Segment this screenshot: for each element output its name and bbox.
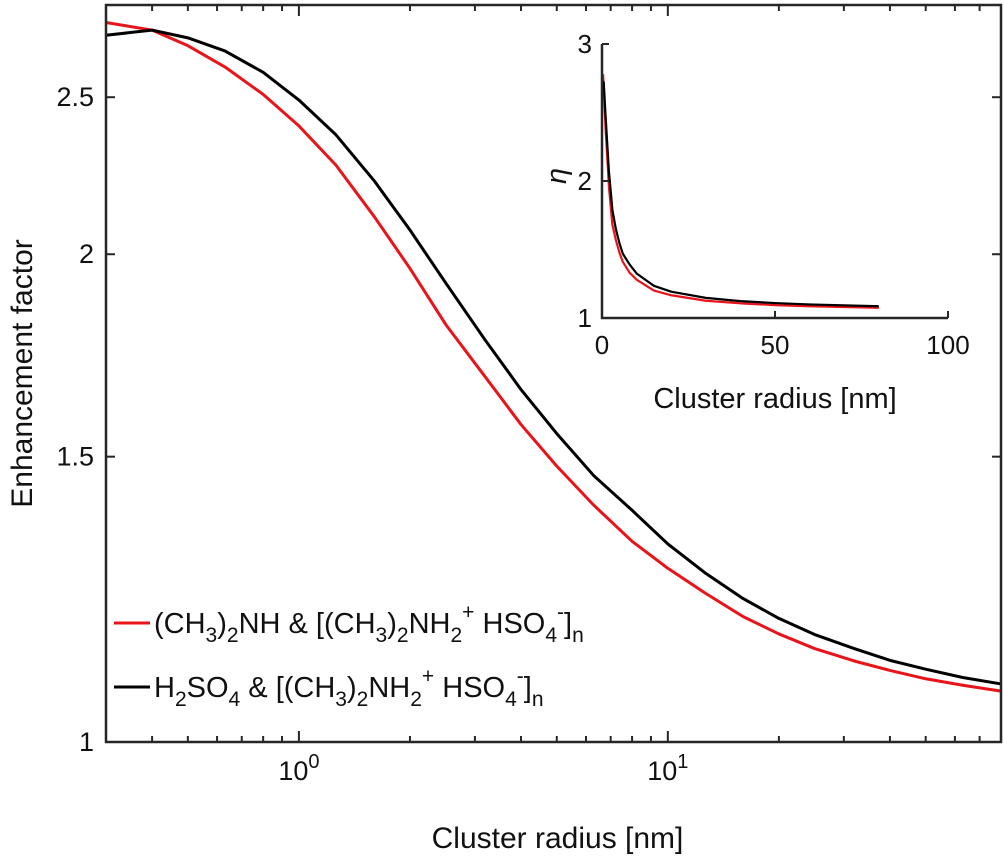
y-tick-label: 2 (79, 239, 94, 269)
inset-plot-lines (601, 74, 879, 309)
main-plot-frame (104, 3, 1003, 744)
inset-y-tick-label: 1 (578, 303, 592, 333)
main-x-axis-label: Cluster radius [nm] (432, 822, 684, 855)
main-plot-lines (105, 21, 1002, 693)
main-series-line-0 (105, 21, 1002, 693)
inset-axes-lines (600, 44, 948, 320)
main-y-axis-label: Enhancement factor (6, 239, 39, 508)
legend-entry-label-1: H2SO4 & [(CH3)2NH2+ HSO4-]n (154, 665, 544, 711)
inset-plot: 1 2 3 0 50 100 Cluster radius [nm] η (541, 29, 970, 415)
legend: (CH3)2NH & [(CH3)2NH2+ HSO4-]n H2SO4 & [(… (114, 601, 584, 711)
main-axis-ticks: 1 1.5 2 2.5 100 101 (56, 5, 1002, 786)
x-tick-label: 101 (647, 751, 688, 786)
main-plot: 1 1.5 2 2.5 100 101 Cluster radius [nm] Enhan… (6, 3, 1003, 855)
y-tick-label: 1 (79, 727, 94, 757)
inset-x-tick-label: 100 (926, 330, 969, 360)
inset-x-axis-label: Cluster radius [nm] (653, 383, 896, 415)
y-tick-label: 2.5 (56, 82, 94, 112)
x-tick-label: 100 (278, 751, 319, 786)
inset-x-tick-label: 50 (761, 330, 790, 360)
inset-y-axis-label: η (541, 168, 573, 184)
inset-y-tick-label: 2 (578, 166, 592, 196)
inset-y-tick-label: 3 (578, 29, 592, 59)
main-series-line-1 (105, 28, 1002, 686)
y-tick-label: 1.5 (56, 442, 94, 472)
legend-entry-label-0: (CH3)2NH & [(CH3)2NH2+ HSO4-]n (154, 601, 584, 647)
inset-axis-ticks: 1 2 3 0 50 100 (578, 29, 970, 360)
inset-x-tick-label: 0 (595, 330, 609, 360)
inset-background (600, 42, 950, 320)
inset-series-line-1 (602, 80, 879, 308)
